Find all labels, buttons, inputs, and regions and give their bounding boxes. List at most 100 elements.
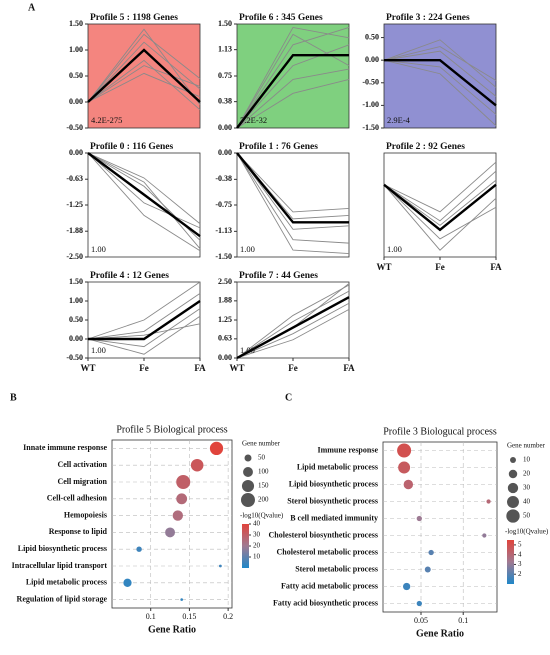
gene-line bbox=[87, 293, 201, 340]
y-tick-label: 1.88 bbox=[218, 296, 232, 305]
color-tick-label: 40 bbox=[253, 520, 261, 528]
gene-line bbox=[236, 44, 350, 129]
y-tick-label: 0.50 bbox=[69, 315, 83, 324]
y-tick-label: -1.13 bbox=[215, 226, 232, 235]
x-tick-label: Fe bbox=[288, 363, 298, 373]
size-legend-label: 40 bbox=[523, 498, 531, 506]
x-axis-label: Gene Ratio bbox=[148, 624, 196, 635]
gene-line bbox=[383, 39, 497, 88]
gene-line bbox=[87, 152, 201, 225]
plot-background bbox=[87, 152, 201, 258]
y-tick-label: 0.00 bbox=[69, 97, 83, 106]
size-legend-label: 30 bbox=[523, 484, 531, 492]
dot bbox=[402, 582, 411, 591]
model-profile bbox=[87, 48, 201, 103]
y-tick-label: 1.13 bbox=[218, 44, 232, 53]
x-tick-label: Fe bbox=[139, 363, 149, 373]
x-tick-label: 0.2 bbox=[223, 612, 233, 621]
gene-line bbox=[383, 184, 497, 240]
category-label: Response to lipid bbox=[49, 527, 108, 536]
p-value: 1.00 bbox=[91, 345, 106, 355]
y-tick-label: 0.00 bbox=[218, 123, 232, 132]
model-profile bbox=[236, 54, 349, 129]
p-value: 4.2E-275 bbox=[91, 115, 122, 125]
y-tick-label: -0.38 bbox=[215, 174, 232, 183]
size-legend-dot bbox=[244, 454, 252, 462]
gene-line bbox=[87, 152, 201, 252]
gene-line bbox=[383, 161, 497, 213]
plot-background bbox=[87, 23, 201, 129]
category-label: Lipid metabolic process bbox=[26, 578, 107, 587]
gene-line bbox=[87, 152, 201, 229]
dot bbox=[172, 510, 183, 521]
dot bbox=[416, 515, 422, 522]
gene-line bbox=[236, 26, 350, 129]
size-legend-dot bbox=[241, 479, 255, 493]
gene-line bbox=[383, 184, 497, 251]
gene-line bbox=[383, 46, 497, 81]
y-tick-label: -1.50 bbox=[362, 123, 379, 132]
gene-line bbox=[236, 152, 350, 230]
panel-label: B bbox=[10, 392, 17, 403]
model-profile bbox=[87, 152, 201, 238]
gene-line bbox=[236, 308, 350, 359]
x-tick-label: FA bbox=[490, 262, 502, 272]
x-tick-label: FA bbox=[343, 363, 355, 373]
profile-title: Profile 5 : 1198 Genes bbox=[90, 13, 178, 23]
category-label: Cell-cell adhesion bbox=[47, 494, 108, 503]
gene-line bbox=[383, 50, 497, 97]
dot bbox=[190, 458, 204, 472]
x-tick-label: 0.1 bbox=[458, 616, 468, 625]
y-tick-label: 0.00 bbox=[69, 334, 83, 343]
color-tick-label: 3 bbox=[518, 560, 522, 568]
x-tick-label: FA bbox=[194, 363, 206, 373]
x-tick-label: WT bbox=[229, 363, 244, 373]
p-value: 1.00 bbox=[387, 244, 402, 254]
y-tick-label: 1.25 bbox=[218, 315, 232, 324]
x-tick-label: 0.1 bbox=[146, 612, 156, 621]
gene-line bbox=[236, 152, 350, 213]
y-tick-label: 1.50 bbox=[69, 19, 83, 28]
category-label: Lipid biosynthetic process bbox=[18, 544, 107, 553]
profile-title: Profile 7 : 44 Genes bbox=[239, 271, 318, 281]
y-tick-label: 2.50 bbox=[218, 277, 232, 286]
size-legend-dot bbox=[508, 469, 518, 479]
category-label: B cell mediated immunity bbox=[290, 513, 378, 522]
y-tick-label: 0.38 bbox=[218, 96, 232, 105]
model-profile bbox=[383, 183, 497, 232]
model-profile bbox=[236, 296, 350, 360]
category-label: Cholesterol biosynthetic process bbox=[269, 530, 378, 539]
y-tick-label: 0.00 bbox=[218, 353, 232, 362]
p-value: 1.00 bbox=[240, 345, 255, 355]
size-legend-label: 20 bbox=[523, 470, 531, 478]
y-tick-label: -0.63 bbox=[66, 174, 83, 183]
dot bbox=[123, 578, 132, 587]
x-tick-label: 0.15 bbox=[182, 612, 196, 621]
p-value: 7.2E-32 bbox=[240, 115, 267, 125]
gene-line bbox=[87, 308, 201, 348]
profile-title: Profile 3 : 224 Genes bbox=[386, 13, 470, 23]
size-legend-label: 50 bbox=[523, 512, 531, 520]
category-label: Cell activation bbox=[57, 460, 107, 469]
category-label: Cholesterol metabolic process bbox=[277, 547, 378, 556]
x-tick-label: Fe bbox=[435, 262, 445, 272]
plot-background bbox=[383, 152, 497, 258]
profile-title: Profile 1 : 76 Genes bbox=[239, 142, 318, 152]
size-legend-dot bbox=[243, 467, 253, 477]
category-label: Cell migration bbox=[57, 477, 107, 486]
size-legend-title: Gene number bbox=[242, 440, 281, 448]
color-tick-label: 10 bbox=[253, 553, 261, 561]
gene-line bbox=[87, 33, 201, 103]
y-tick-label: 0.00 bbox=[218, 148, 232, 157]
category-label: Lipid metabolic process bbox=[297, 462, 378, 471]
x-tick-label: 0.05 bbox=[414, 616, 428, 625]
y-tick-label: -0.50 bbox=[66, 123, 83, 132]
y-tick-label: 1.50 bbox=[218, 19, 232, 28]
gene-line bbox=[87, 41, 201, 103]
p-value: 2.9E-4 bbox=[387, 115, 411, 125]
x-tick-label: WT bbox=[80, 363, 95, 373]
y-tick-label: -1.50 bbox=[215, 252, 232, 261]
dot bbox=[397, 443, 412, 458]
gene-line bbox=[87, 28, 201, 105]
category-label: Hemopoiesis bbox=[64, 510, 107, 519]
